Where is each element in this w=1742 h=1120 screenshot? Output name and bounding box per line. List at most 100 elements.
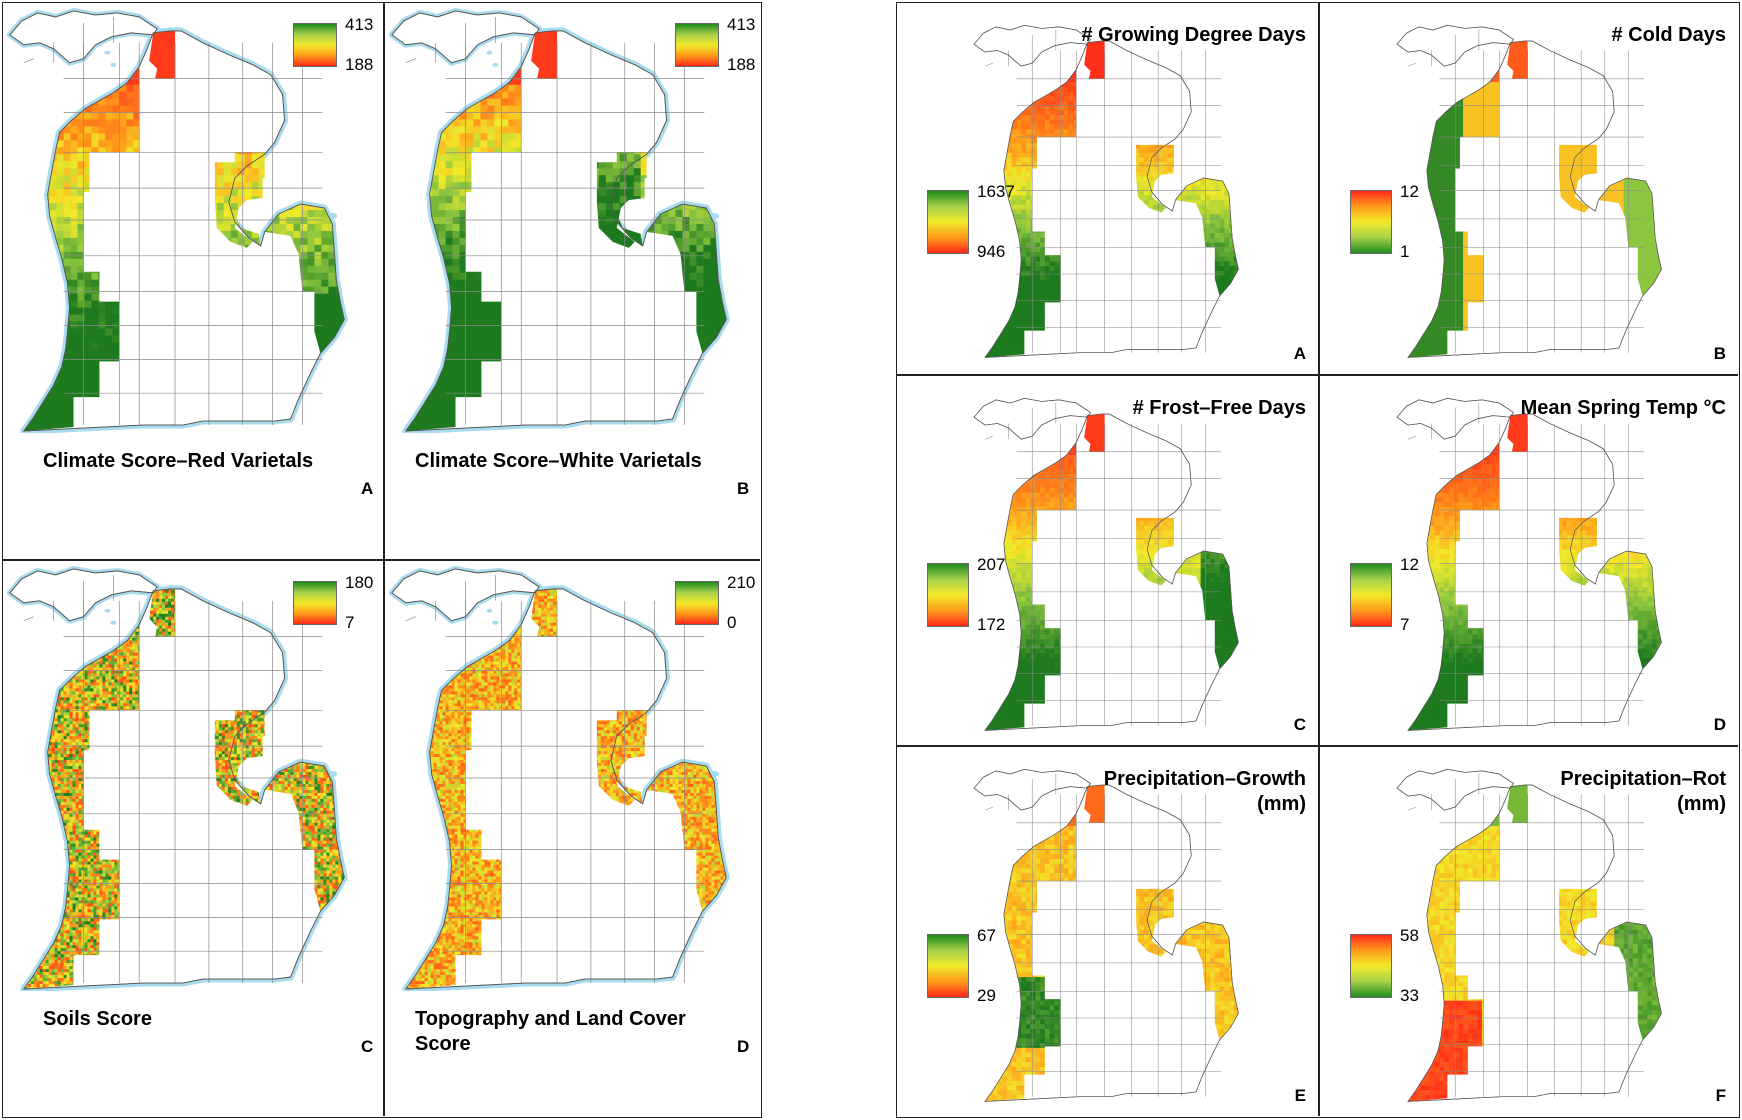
panel-title: # Frost–Free Days bbox=[1133, 396, 1306, 421]
panel-letter: E bbox=[1295, 1086, 1306, 1106]
legend-max-label: 207 bbox=[977, 555, 1005, 575]
county-boundaries bbox=[23, 16, 323, 426]
color-legend: 180 7 bbox=[293, 573, 383, 632]
county-boundaries bbox=[405, 16, 705, 426]
panel-title: Climate Score–Red Varietals bbox=[43, 449, 313, 474]
legend-color-ramp bbox=[927, 190, 969, 254]
right-horizontal-divider-2 bbox=[897, 745, 1738, 747]
legend-color-ramp bbox=[1350, 563, 1392, 627]
lake-island bbox=[327, 771, 338, 777]
legend-color-ramp bbox=[1350, 934, 1392, 998]
county-boundaries bbox=[23, 574, 323, 984]
michigan-map bbox=[973, 24, 1239, 358]
legend-max-label: 413 bbox=[727, 15, 755, 35]
panel-title: # Cold Days bbox=[1612, 23, 1726, 48]
panel-letter: B bbox=[1714, 344, 1726, 364]
panel-letter: D bbox=[1714, 715, 1726, 735]
county-boundaries bbox=[984, 774, 1222, 1097]
lake-island bbox=[327, 213, 338, 219]
color-legend: 207 172 bbox=[927, 555, 1029, 634]
michigan-map bbox=[973, 397, 1239, 731]
left-panel-a: 413 188 Climate Score–Red Varietals A bbox=[3, 3, 383, 559]
legend-max-label: 1637 bbox=[977, 182, 1015, 202]
lake-island bbox=[492, 620, 499, 625]
legend-max-label: 210 bbox=[727, 573, 755, 593]
right-panel-c: 207 172 # Frost–Free Days C bbox=[897, 376, 1318, 745]
legend-max-label: 413 bbox=[345, 15, 373, 35]
county-boundaries bbox=[984, 403, 1222, 726]
left-figure: 413 188 Climate Score–Red Varietals A 413 18… bbox=[2, 2, 762, 1118]
color-legend: 12 7 bbox=[1350, 555, 1452, 634]
county-boundaries bbox=[1407, 30, 1645, 353]
michigan-map bbox=[1396, 24, 1662, 358]
right-panel-a: 1637 946 # Growing Degree Days A bbox=[897, 3, 1318, 374]
michigan-map bbox=[388, 7, 730, 433]
county-boundaries bbox=[405, 574, 705, 984]
panel-letter: A bbox=[1294, 344, 1306, 364]
lake-island bbox=[709, 771, 720, 777]
legend-min-label: 172 bbox=[977, 615, 1005, 635]
panel-title: Topography and Land Cover Score bbox=[415, 1007, 686, 1057]
legend-min-label: 29 bbox=[977, 986, 996, 1006]
michigan-map bbox=[1396, 397, 1662, 731]
legend-max-label: 67 bbox=[977, 926, 996, 946]
legend-max-label: 12 bbox=[1400, 555, 1419, 575]
panel-title: Climate Score–White Varietals bbox=[415, 449, 702, 474]
left-panel-c: 180 7 Soils Score C bbox=[3, 561, 383, 1117]
panel-letter: F bbox=[1716, 1086, 1726, 1106]
color-legend: 58 33 bbox=[1350, 926, 1452, 1005]
panel-title: Soils Score bbox=[43, 1007, 152, 1032]
legend-min-label: 188 bbox=[727, 55, 755, 75]
legend-min-label: 7 bbox=[345, 613, 354, 633]
michigan-map bbox=[973, 768, 1239, 1102]
right-horizontal-divider-1 bbox=[897, 374, 1738, 376]
lake-island bbox=[104, 608, 111, 613]
right-panel-b: 12 1 # Cold Days B bbox=[1320, 3, 1738, 374]
panel-letter: B bbox=[737, 479, 749, 499]
legend-min-label: 33 bbox=[1400, 986, 1419, 1006]
lake-island bbox=[709, 213, 720, 219]
panel-letter: C bbox=[1294, 715, 1306, 735]
panel-title: Precipitation–Rot (mm) bbox=[1560, 767, 1726, 817]
lake-island bbox=[110, 62, 117, 67]
right-panel-d: 12 7 Mean Spring Temp °C D bbox=[1320, 376, 1738, 745]
right-vertical-divider bbox=[1318, 3, 1320, 1116]
legend-color-ramp bbox=[927, 563, 969, 627]
panel-letter: C bbox=[361, 1037, 373, 1057]
left-panel-b: 413 188 Climate Score–White Varietals B bbox=[385, 3, 761, 559]
color-legend: 12 1 bbox=[1350, 182, 1452, 261]
legend-max-label: 12 bbox=[1400, 182, 1419, 202]
color-legend: 1637 946 bbox=[927, 182, 1029, 261]
county-boundaries bbox=[984, 30, 1222, 353]
legend-color-ramp bbox=[927, 934, 969, 998]
michigan-map bbox=[388, 565, 730, 991]
right-panel-e: 67 29 Precipitation–Growth (mm) E bbox=[897, 747, 1318, 1116]
lake-island bbox=[486, 50, 493, 55]
panel-letter: D bbox=[737, 1037, 749, 1057]
legend-min-label: 7 bbox=[1400, 615, 1409, 635]
legend-color-ramp bbox=[675, 23, 719, 67]
panel-title: Precipitation–Growth (mm) bbox=[1104, 767, 1306, 817]
legend-min-label: 0 bbox=[727, 613, 736, 633]
color-legend: 413 188 bbox=[293, 15, 383, 74]
county-boundaries bbox=[1407, 774, 1645, 1097]
right-figure: 1637 946 # Growing Degree Days A 12 1 # Cold … bbox=[896, 2, 1740, 1118]
lake-island bbox=[486, 608, 493, 613]
legend-min-label: 1 bbox=[1400, 242, 1409, 262]
legend-max-label: 180 bbox=[345, 573, 373, 593]
color-legend: 210 0 bbox=[675, 573, 761, 632]
michigan-map bbox=[6, 7, 348, 433]
legend-max-label: 58 bbox=[1400, 926, 1419, 946]
county-boundaries bbox=[1407, 403, 1645, 726]
left-horizontal-divider bbox=[3, 559, 760, 561]
lake-island bbox=[104, 50, 111, 55]
lake-island bbox=[492, 62, 499, 67]
michigan-map bbox=[1396, 768, 1662, 1102]
panel-title: # Growing Degree Days bbox=[1081, 23, 1306, 48]
color-legend: 67 29 bbox=[927, 926, 1029, 1005]
lake-island bbox=[110, 620, 117, 625]
legend-min-label: 946 bbox=[977, 242, 1005, 262]
legend-color-ramp bbox=[293, 23, 337, 67]
right-panel-f: 58 33 Precipitation–Rot (mm) F bbox=[1320, 747, 1738, 1116]
color-legend: 413 188 bbox=[675, 15, 761, 74]
